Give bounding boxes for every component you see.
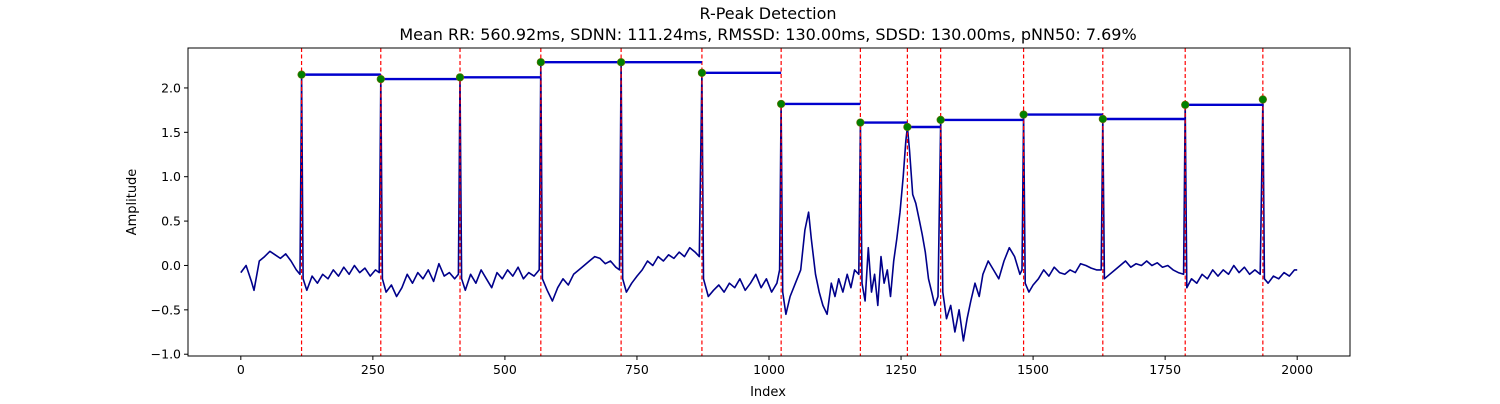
x-tick-label: 1750 [1149, 362, 1181, 377]
chart-subtitle: Mean RR: 560.92ms, SDNN: 111.24ms, RMSSD… [399, 25, 1136, 44]
x-tick-label: 2000 [1281, 362, 1313, 377]
plot-area [240, 48, 1298, 356]
y-tick-label: −1.0 [151, 347, 181, 362]
r-peak-marker [455, 73, 465, 82]
r-peak-marker [376, 74, 385, 84]
y-tick-label: −0.5 [151, 302, 181, 317]
r-peak-marker [936, 115, 945, 124]
y-axis-label: Amplitude [125, 169, 140, 236]
chart-title: R-Peak Detection [699, 4, 836, 23]
r-peak-marker [1181, 100, 1190, 109]
x-axis: 0 250 500 750 1000 1250 1500 1750 2000 [237, 356, 1313, 377]
r-peak-marker [777, 99, 786, 109]
ecg-signal-line [240, 61, 1298, 342]
r-peak-marker [697, 68, 707, 77]
x-tick-label: 250 [361, 362, 385, 377]
r-peak-marker [617, 58, 626, 67]
r-peak-marker [1019, 110, 1028, 119]
x-tick-label: 500 [493, 362, 517, 377]
x-tick-label: 1500 [1017, 362, 1049, 377]
x-axis-label: Index [750, 385, 786, 400]
r-peak-marker [1098, 114, 1107, 124]
y-tick-label: 0.0 [161, 258, 181, 273]
r-peak-marker [297, 70, 306, 79]
r-peak-marker [856, 118, 865, 127]
r-peak-marker [903, 122, 912, 132]
x-tick-label: 1250 [885, 362, 917, 377]
y-tick-label: 2.0 [161, 80, 181, 95]
y-tick-label: 1.5 [161, 125, 181, 140]
y-tick-label: 0.5 [161, 214, 181, 229]
r-peak-marker [1258, 95, 1267, 104]
y-tick-label: 1.0 [161, 169, 181, 184]
x-tick-label: 1000 [753, 362, 785, 377]
x-tick-label: 750 [625, 362, 649, 377]
r-peak-marker [536, 58, 545, 67]
x-tick-label: 0 [237, 362, 245, 377]
plot-frame [187, 47, 1351, 357]
y-axis: −1.0 −0.5 0.0 0.5 1.0 1.5 2.0 [151, 80, 188, 362]
